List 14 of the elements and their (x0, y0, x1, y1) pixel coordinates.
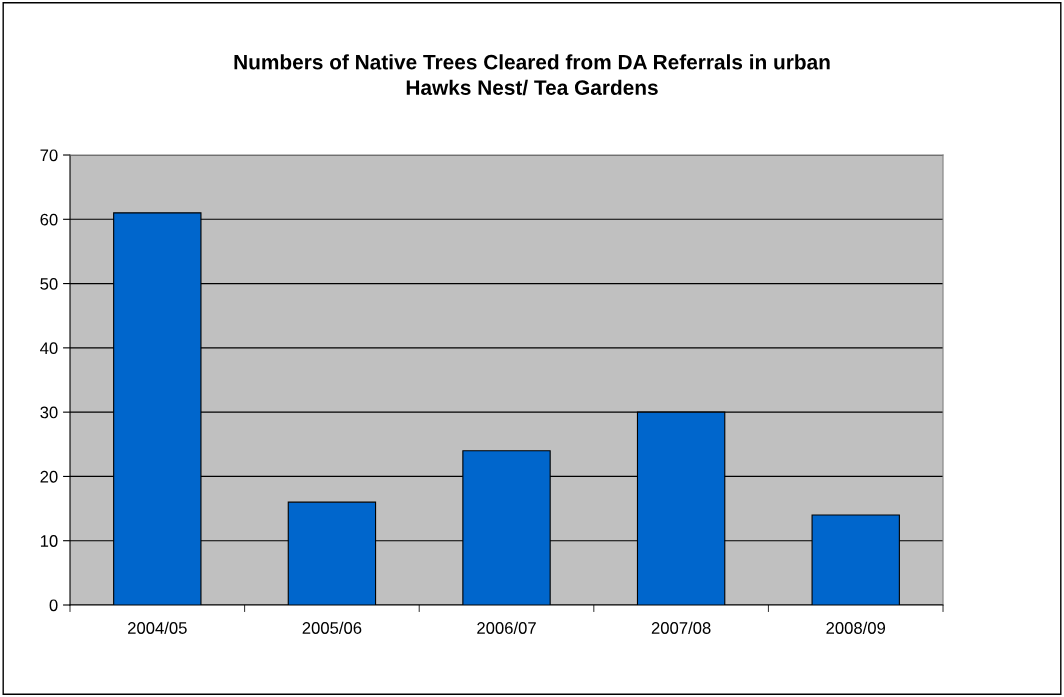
y-tick-label: 40 (40, 342, 58, 355)
y-tick-label: 60 (40, 213, 58, 226)
chart-title: Numbers of Native Trees Cleared from DA Referrals in urban Hawks Nest/ Tea Gardens (234, 54, 830, 96)
x-tick-label: 2004/05 (128, 621, 187, 634)
y-tick-label: 50 (40, 277, 58, 290)
y-tick-label: 10 (40, 535, 58, 547)
y-tick-label: 20 (40, 470, 58, 483)
x-tick-label: 2006/07 (477, 621, 536, 634)
x-tick-label: 2007/08 (651, 621, 711, 634)
y-tick-label: 70 (40, 149, 58, 162)
x-tick-label: 2008/09 (826, 621, 886, 634)
y-tick-label: 0 (49, 599, 58, 612)
y-tick-label: 30 (40, 406, 58, 419)
x-tick-label: 2005/06 (302, 621, 362, 634)
